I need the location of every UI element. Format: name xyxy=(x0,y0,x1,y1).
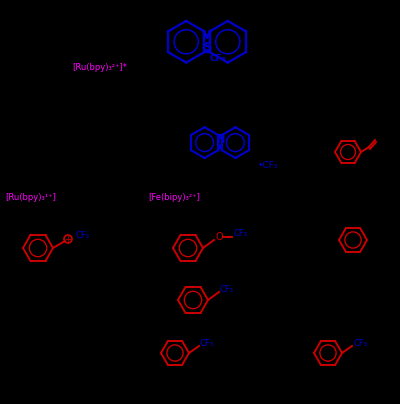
Text: [Ru(bpy)₃²⁺]*: [Ru(bpy)₃²⁺]* xyxy=(72,63,127,72)
Text: CF₃: CF₃ xyxy=(209,54,226,63)
Text: O: O xyxy=(215,232,223,242)
Text: N: N xyxy=(216,135,224,145)
Text: [Fe(bipy)₃²⁺]: [Fe(bipy)₃²⁺] xyxy=(148,192,200,202)
Text: CF₃: CF₃ xyxy=(200,339,214,347)
Text: CF₃: CF₃ xyxy=(220,284,234,293)
Text: CF₃: CF₃ xyxy=(76,231,90,240)
Text: [Ru(bpy)₃¹⁺]: [Ru(bpy)₃¹⁺] xyxy=(5,192,56,202)
Text: +: + xyxy=(64,234,72,244)
Text: CF₃: CF₃ xyxy=(353,339,367,347)
Text: S: S xyxy=(203,40,211,54)
Text: CF₃: CF₃ xyxy=(233,229,247,238)
Text: •CF₃: •CF₃ xyxy=(258,162,278,170)
